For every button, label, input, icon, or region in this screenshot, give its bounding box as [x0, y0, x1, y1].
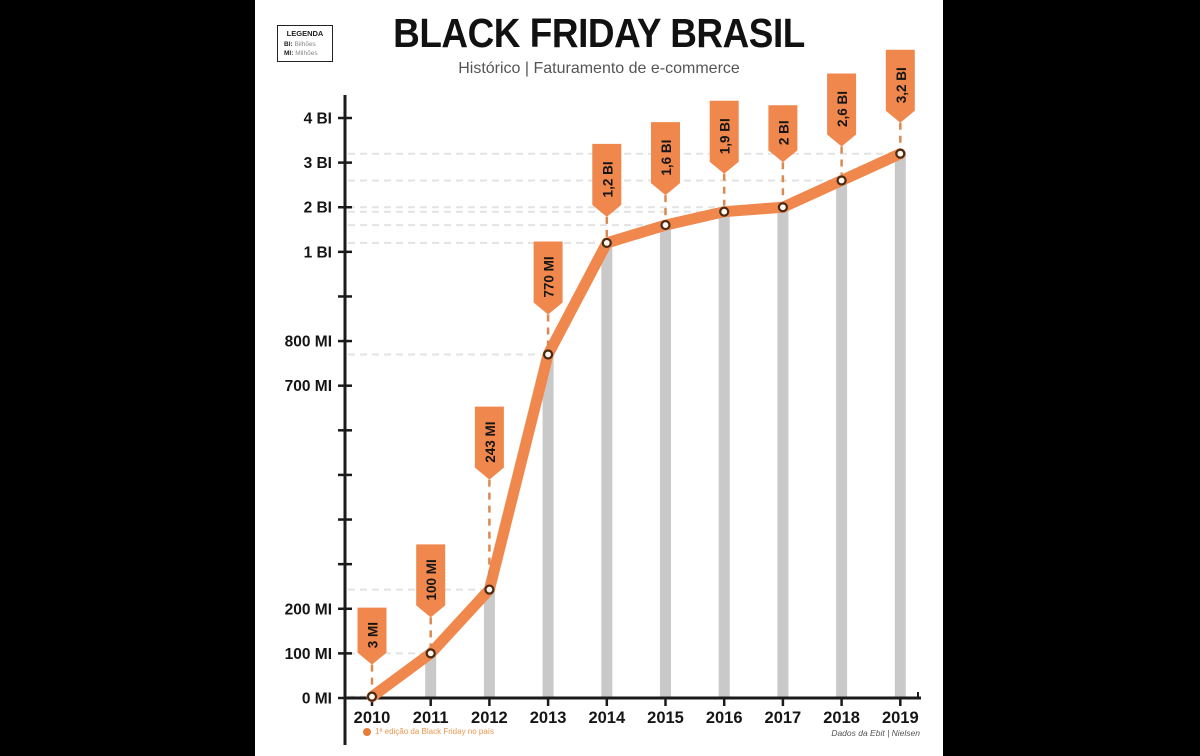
value-flag [827, 73, 857, 147]
data-point [777, 202, 789, 213]
first-edition-dot-icon [363, 727, 371, 736]
flag-label: 100 MI [424, 559, 439, 600]
flag-label: 243 MI [483, 421, 498, 462]
y-tick-label: 100 MI [285, 646, 332, 663]
page-subtitle: Histórico | Faturamento de e-commerce [458, 60, 740, 77]
value-bar [425, 653, 437, 698]
value-flag [533, 241, 563, 315]
x-tick-label: 2017 [765, 709, 802, 727]
first-edition-note: 1ª edição da Black Friday no país [363, 727, 494, 736]
x-tick-label: 2016 [706, 709, 743, 727]
first-edition-text: 1ª edição da Black Friday no país [375, 727, 495, 736]
y-tick-label: 0 MI [302, 691, 332, 708]
y-tick-label: 2 BI [304, 200, 332, 217]
legend-item-mi: MI: Milhões [280, 49, 330, 58]
y-tick-label: 3 BI [304, 155, 332, 172]
legend-meaning-bi: Bilhões [294, 40, 316, 48]
legend-item-bi: BI: Bilhões [280, 40, 330, 49]
data-point [895, 148, 906, 159]
data-point [484, 584, 495, 595]
y-tick-label: 700 MI [285, 378, 332, 395]
flag-label: 2,6 BI [835, 91, 850, 127]
y-tick-label: 1 BI [304, 244, 332, 261]
data-point [366, 691, 378, 702]
value-bar [718, 211, 730, 698]
flag-label: 1,6 BI [659, 140, 674, 176]
flag-label: 770 MI [542, 256, 557, 297]
revenue-line [366, 148, 906, 703]
value-flag [474, 406, 504, 480]
legend-heading: LEGENDA [286, 29, 324, 38]
x-tick-label: 2013 [530, 709, 567, 727]
value-flag [709, 100, 739, 174]
x-tick-label: 2014 [588, 709, 626, 727]
legend-box: LEGENDA BI: Bilhões MI: Milhões [277, 25, 333, 62]
x-tick-label: 2018 [823, 709, 860, 727]
value-flag [592, 143, 622, 217]
infographic-panel: BLACK FRIDAY BRASIL Histórico | Faturame… [255, 0, 943, 756]
x-tick-label: 2012 [471, 709, 508, 727]
flag-label: 1,9 BI [718, 118, 733, 154]
value-flag [357, 607, 387, 665]
revenue-chart: 0 MI 100 MI 200 MI 700 MI 800 MI 1 BI 2 BI 3 BI… [285, 49, 921, 745]
value-bar [542, 354, 554, 698]
value-bar [660, 225, 671, 698]
value-flag [885, 49, 915, 123]
page-title: BLACK FRIDAY BRASIL [393, 10, 805, 56]
flag-label: 3 MI [366, 622, 381, 648]
data-source: Dados da Ebit | Nielsen [831, 728, 920, 738]
data-point [719, 206, 730, 217]
flag-label: 2 BI [776, 120, 791, 145]
y-tick-label: 200 MI [285, 601, 332, 618]
y-tick-label: 800 MI [285, 334, 332, 351]
flag-label: 1,2 BI [600, 161, 615, 197]
data-point [543, 349, 554, 360]
value-bar [483, 589, 495, 698]
value-bar [894, 153, 906, 698]
x-tick-label: 2015 [647, 709, 684, 727]
data-point [425, 648, 436, 659]
y-tick-label: 4 BI [304, 111, 332, 128]
value-bar [601, 242, 613, 698]
value-flag [416, 544, 446, 618]
legend-abbr-bi: BI: [284, 40, 293, 48]
legend-meaning-mi: Milhões [295, 49, 318, 57]
value-flag [768, 105, 798, 163]
x-tick-label: 2010 [354, 709, 391, 727]
value-flag [651, 122, 680, 196]
data-point [601, 237, 612, 249]
x-tick-label: 2011 [413, 709, 449, 727]
data-point [836, 175, 847, 186]
x-tick-label: 2019 [882, 709, 919, 727]
value-bar [777, 207, 789, 699]
legend-abbr-mi: MI: [284, 49, 294, 57]
value-bar [836, 180, 848, 698]
flag-label: 3,2 BI [894, 67, 909, 103]
data-point [660, 219, 671, 231]
